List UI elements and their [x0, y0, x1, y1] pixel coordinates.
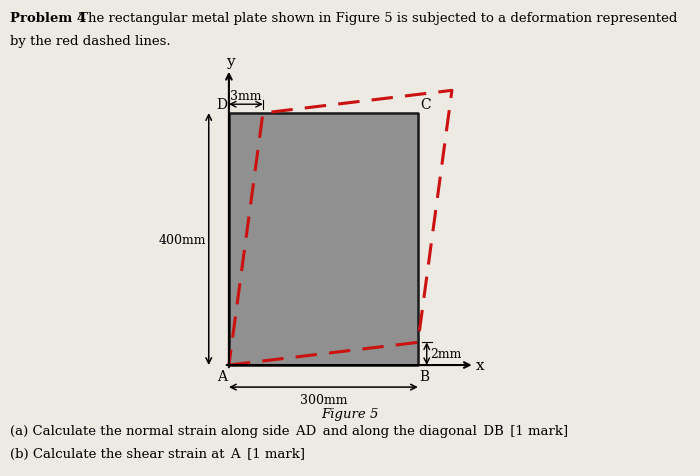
Text: 400mm: 400mm: [159, 233, 206, 246]
Text: Problem 4: Problem 4: [10, 12, 87, 25]
Text: D: D: [216, 98, 227, 112]
Polygon shape: [229, 114, 418, 365]
Text: A: A: [217, 369, 227, 383]
Text: (b) Calculate the shear strain at  A  [1 mark]: (b) Calculate the shear strain at A [1 m…: [10, 447, 305, 460]
Text: Figure 5: Figure 5: [321, 407, 379, 420]
Text: The rectangular metal plate shown in Figure 5 is subjected to a deformation repr: The rectangular metal plate shown in Fig…: [75, 12, 678, 25]
Text: 2mm: 2mm: [430, 347, 462, 360]
Text: by the red dashed lines.: by the red dashed lines.: [10, 35, 171, 48]
Text: 300mm: 300mm: [300, 394, 347, 407]
Text: C: C: [420, 98, 430, 112]
Text: 3mm: 3mm: [230, 89, 262, 102]
Text: y: y: [226, 55, 234, 69]
Text: B: B: [419, 369, 429, 383]
Text: x: x: [476, 358, 484, 372]
Text: (a) Calculate the normal strain along side  AD  and along the diagonal  DB  [1 m: (a) Calculate the normal strain along si…: [10, 425, 568, 437]
